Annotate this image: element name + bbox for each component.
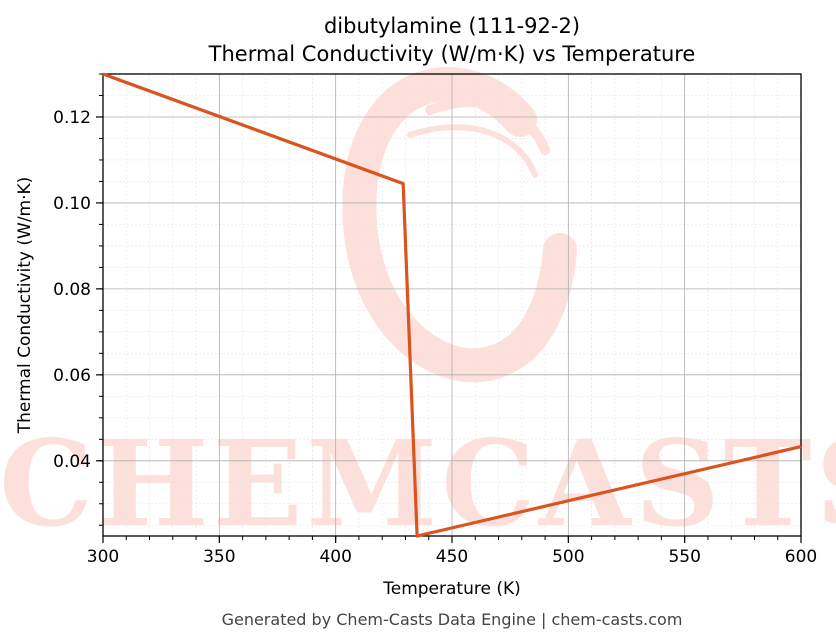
x-tick-labels: 300 350 400 450 500 550 600	[87, 547, 817, 567]
x-tick-label: 550	[668, 547, 700, 567]
x-tick-label: 450	[436, 547, 468, 567]
x-tick-label: 400	[319, 547, 351, 567]
watermark-logo	[342, 67, 577, 383]
x-tick-label: 500	[552, 547, 584, 567]
watermark: CHEMCASTS	[0, 67, 836, 553]
series-layer	[102, 72, 802, 538]
chart-subtitle: Thermal Conductivity (W/m·K) vs Temperat…	[208, 42, 696, 66]
y-tick-label: 0.10	[53, 194, 91, 214]
x-tick-label: 600	[785, 547, 817, 567]
footer-credit: Generated by Chem-Casts Data Engine | ch…	[222, 610, 683, 629]
y-axis-label: Thermal Conductivity (W/m·K)	[15, 177, 35, 435]
y-tick-labels: 0.04 0.06 0.08 0.10 0.12	[53, 108, 91, 472]
chart-title: dibutylamine (111-92-2)	[324, 14, 580, 38]
x-axis-label: Temperature (K)	[382, 579, 521, 599]
series-line	[102, 72, 802, 538]
y-tick-label: 0.12	[53, 108, 91, 128]
y-tick-label: 0.04	[53, 452, 91, 472]
x-tick-label: 350	[203, 547, 235, 567]
y-tick-label: 0.08	[53, 280, 91, 300]
x-tick-label: 300	[87, 547, 119, 567]
y-tick-label: 0.06	[53, 366, 91, 386]
axis-ticks	[96, 73, 802, 543]
